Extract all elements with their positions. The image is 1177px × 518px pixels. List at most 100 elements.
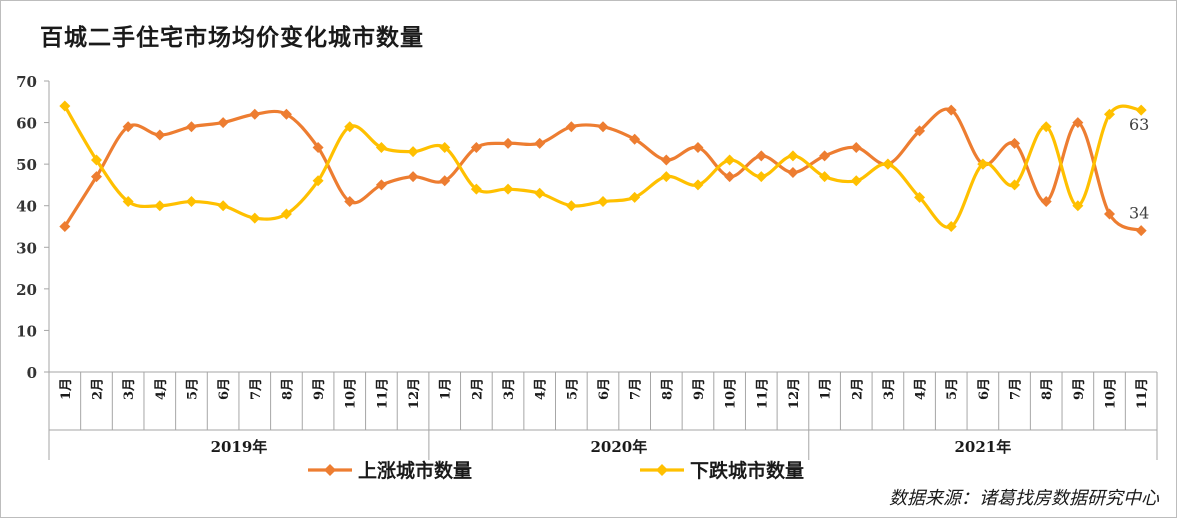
data-point-marker — [1072, 117, 1084, 129]
y-tick-label: 40 — [16, 198, 37, 216]
x-tick-label: 12月 — [407, 378, 422, 409]
source-note: 数据来源：诸葛找房数据研究中心 — [889, 488, 1159, 509]
y-tick-label: 50 — [16, 156, 37, 174]
data-point-marker — [439, 142, 451, 154]
data-point-marker — [882, 158, 894, 170]
data-point-marker — [724, 171, 736, 183]
x-tick-label: 7月 — [1009, 378, 1024, 400]
data-point-marker — [819, 171, 831, 183]
data-point-marker — [90, 154, 102, 166]
x-tick-label: 3月 — [882, 378, 897, 400]
data-point-marker — [692, 142, 704, 154]
x-tick-label: 10月 — [1104, 378, 1119, 409]
x-tick-label: 2月 — [470, 378, 485, 400]
data-point-marker — [439, 175, 451, 187]
x-group-label: 2019年 — [211, 438, 268, 456]
x-tick-label: 12月 — [787, 378, 802, 409]
data-point-marker — [1072, 200, 1084, 212]
x-tick-label: 4月 — [154, 378, 169, 400]
data-point-marker — [629, 133, 641, 145]
data-point-marker — [59, 221, 71, 232]
data-point-marker — [1135, 104, 1147, 116]
data-point-marker — [565, 200, 577, 212]
data-point-marker — [470, 183, 482, 195]
data-point-marker — [375, 142, 387, 154]
x-tick-label: 10月 — [344, 378, 359, 409]
data-point-marker — [1104, 108, 1116, 120]
x-tick-label: 3月 — [502, 378, 517, 400]
end-value-label: 34 — [1129, 204, 1149, 223]
data-point-marker — [755, 171, 767, 183]
data-point-marker — [217, 117, 229, 129]
data-point-marker — [122, 196, 134, 208]
data-point-marker — [945, 104, 957, 116]
x-tick-label: 6月 — [597, 378, 612, 400]
x-tick-label: 6月 — [977, 378, 992, 400]
data-point-marker — [90, 171, 102, 183]
x-tick-label: 2月 — [90, 378, 105, 400]
data-point-marker — [755, 150, 767, 162]
data-point-marker — [1104, 208, 1116, 220]
x-tick-label: 6月 — [217, 378, 232, 400]
data-point-marker — [534, 187, 546, 199]
x-tick-label: 1月 — [59, 378, 74, 400]
data-point-marker — [787, 166, 799, 178]
data-point-marker — [1009, 137, 1021, 149]
x-tick-label: 11月 — [1135, 378, 1150, 409]
data-point-marker — [565, 121, 577, 133]
data-point-marker — [660, 171, 672, 183]
x-tick-label: 9月 — [312, 378, 327, 400]
x-tick-label: 7月 — [629, 378, 644, 400]
data-point-marker — [914, 125, 926, 137]
data-point-marker — [977, 158, 989, 170]
data-point-marker — [217, 200, 229, 212]
y-tick-label: 30 — [16, 239, 37, 257]
x-tick-label: 9月 — [692, 378, 707, 400]
x-tick-label: 9月 — [1072, 378, 1087, 400]
data-point-marker — [122, 121, 134, 133]
x-group-label: 2021年 — [955, 438, 1012, 456]
data-point-marker — [407, 146, 419, 158]
data-point-marker — [344, 196, 356, 208]
data-point-marker — [1009, 179, 1021, 191]
legend-marker — [656, 464, 668, 476]
data-point-marker — [850, 175, 862, 187]
data-point-marker — [597, 196, 609, 208]
data-point-marker — [692, 179, 704, 191]
legend-label: 上涨城市数量 — [358, 459, 472, 482]
y-tick-label: 70 — [16, 73, 37, 91]
data-point-marker — [1135, 225, 1147, 237]
data-point-marker — [312, 142, 324, 154]
data-point-marker — [1040, 121, 1052, 133]
data-point-marker — [185, 196, 197, 208]
data-point-marker — [280, 108, 292, 120]
x-tick-label: 11月 — [375, 378, 390, 409]
x-tick-label: 10月 — [724, 378, 739, 409]
legend-marker — [324, 464, 336, 476]
x-tick-label: 1月 — [819, 378, 834, 400]
data-point-marker — [249, 212, 261, 224]
legend-label: 下跌城市数量 — [690, 459, 804, 482]
y-tick-label: 0 — [27, 364, 37, 382]
x-tick-label: 5月 — [185, 378, 200, 400]
data-point-marker — [819, 150, 831, 162]
data-point-marker — [724, 154, 736, 166]
x-tick-label: 2月 — [850, 378, 865, 400]
data-point-marker — [629, 191, 641, 203]
data-point-marker — [660, 154, 672, 166]
data-point-marker — [312, 175, 324, 187]
x-tick-label: 8月 — [280, 378, 295, 400]
data-point-marker — [154, 129, 166, 141]
y-tick-label: 20 — [16, 281, 37, 299]
end-value-label: 63 — [1129, 115, 1149, 134]
x-tick-label: 1月 — [439, 378, 454, 400]
data-point-marker — [407, 171, 419, 183]
chart-title: 百城二手住宅市场均价变化城市数量 — [40, 24, 424, 51]
x-tick-label: 5月 — [565, 378, 580, 400]
x-group-label: 2020年 — [590, 438, 647, 456]
data-point-marker — [59, 100, 71, 112]
data-point-marker — [154, 200, 166, 212]
data-point-marker — [344, 121, 356, 133]
data-point-marker — [185, 121, 197, 133]
